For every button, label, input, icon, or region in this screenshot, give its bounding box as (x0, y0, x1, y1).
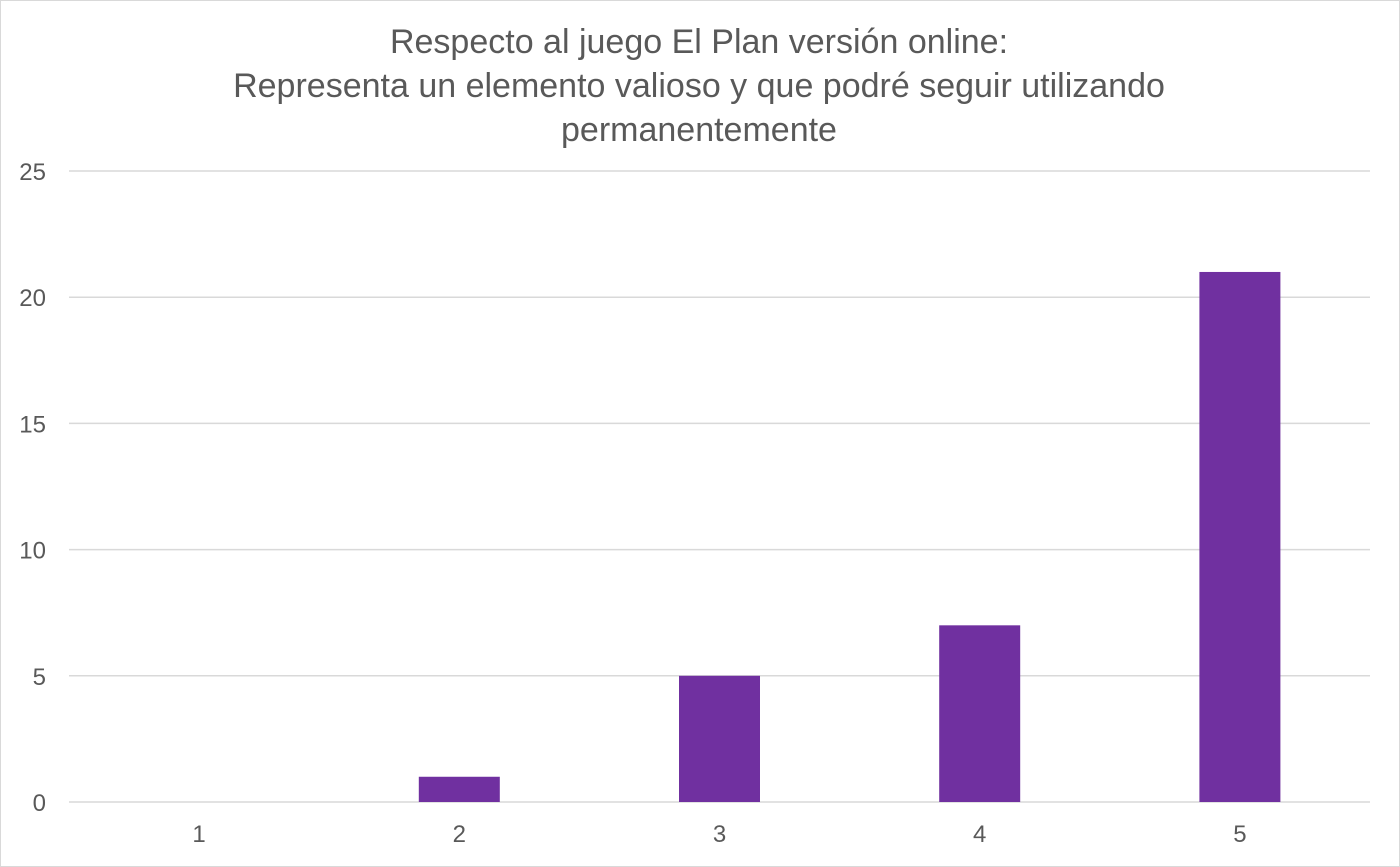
chart-title-line-2: Representa un elemento valioso y que pod… (233, 67, 1165, 105)
bar-2 (418, 776, 500, 802)
x-tick-label: 2 (453, 821, 466, 848)
chart-title-line-3: permanentemente (561, 111, 837, 149)
y-tick-label: 25 (19, 159, 46, 186)
bar-5 (1199, 271, 1281, 803)
y-tick-label: 15 (19, 411, 46, 438)
x-tick-label: 3 (713, 821, 726, 848)
chart-title-line-1: Respecto al juego El Plan versión online… (389, 23, 1009, 61)
y-axis-tick-labels: 0 5 10 15 20 25 (19, 159, 46, 817)
y-tick-label: 20 (19, 285, 46, 312)
x-axis-tick-labels: 1 2 3 4 5 (192, 821, 1246, 848)
bar-3 (679, 675, 760, 802)
y-tick-label: 5 (33, 664, 46, 691)
bar-4 (939, 625, 1021, 802)
y-tick-label: 10 (19, 538, 46, 565)
chart-title: Respecto al juego El Plan versión online… (0, 20, 1398, 152)
bars (418, 271, 1281, 803)
y-tick-label: 0 (33, 790, 46, 817)
x-tick-label: 5 (1233, 821, 1246, 848)
x-tick-label: 4 (973, 821, 986, 848)
x-tick-label: 1 (192, 821, 205, 848)
